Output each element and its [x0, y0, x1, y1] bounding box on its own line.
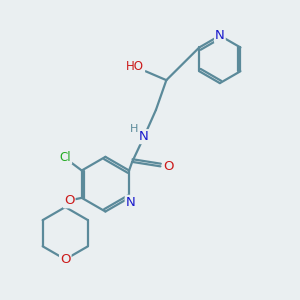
Text: H: H — [130, 124, 139, 134]
Text: O: O — [64, 194, 74, 207]
Text: Cl: Cl — [60, 151, 71, 164]
Text: N: N — [139, 130, 149, 143]
Text: N: N — [126, 196, 136, 209]
Text: HO: HO — [126, 60, 144, 73]
Text: O: O — [164, 160, 174, 173]
Text: N: N — [215, 29, 225, 42]
Text: O: O — [60, 253, 70, 266]
